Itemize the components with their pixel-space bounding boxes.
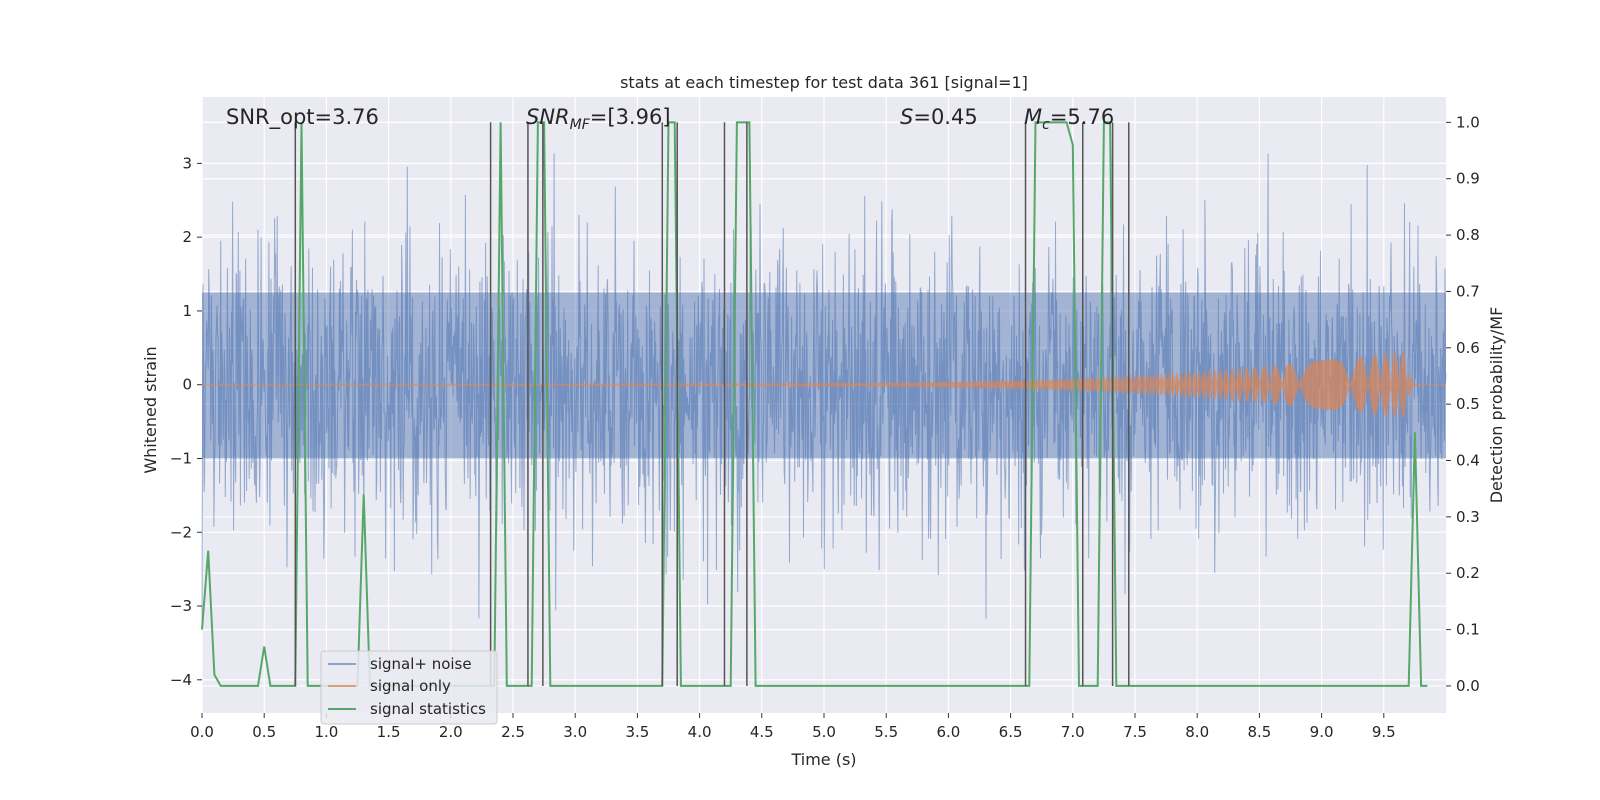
y-tick-label: −4 <box>170 671 192 689</box>
mc-sub: c <box>1042 117 1050 133</box>
x-tick-label: 7.5 <box>1123 723 1147 741</box>
y2-axis-ticks: 1.0 0.9 0.8 0.7 0.6 0.5 0.4 0.3 0.2 0.1 0.0 <box>1446 113 1480 695</box>
y2-tick-label: 0.1 <box>1456 621 1480 639</box>
x-tick-label: 6.0 <box>936 723 960 741</box>
mc-value: =5.76 <box>1050 105 1114 129</box>
y-tick-label: −3 <box>170 597 192 615</box>
y-axis-ticks: 3 2 1 0 −1 −2 −3 −4 <box>170 154 202 689</box>
x-tick-label: 1.0 <box>314 723 338 741</box>
noise-band <box>202 292 1446 459</box>
x-tick-label: 8.0 <box>1185 723 1209 741</box>
y-tick-label: 2 <box>182 228 192 246</box>
s-value: =0.45 <box>913 105 977 129</box>
y2-axis-label: Detection probability/MF <box>1487 307 1506 504</box>
y2-tick-label: 0.9 <box>1456 170 1480 188</box>
annotation-snr-opt: SNR_opt=3.76 <box>226 105 379 130</box>
x-tick-label: 9.0 <box>1310 723 1334 741</box>
signal-only-line <box>201 351 1446 419</box>
x-tick-label: 2.0 <box>439 723 463 741</box>
y2-tick-label: 0.6 <box>1456 339 1480 357</box>
y2-tick-label: 0.3 <box>1456 508 1480 526</box>
x-tick-label: 1.5 <box>377 723 401 741</box>
y2-tick-label: 0.0 <box>1456 677 1480 695</box>
x-tick-label: 3.0 <box>563 723 587 741</box>
snr-mf-value: =[3.96] <box>590 105 671 129</box>
y-tick-label: −2 <box>170 523 192 541</box>
legend-label-noise: signal+ noise <box>370 655 472 673</box>
x-tick-label: 5.5 <box>874 723 898 741</box>
x-tick-label: 5.0 <box>812 723 836 741</box>
signal-statistics-series <box>201 121 1428 687</box>
x-tick-label: 0.5 <box>252 723 276 741</box>
x-axis-label: Time (s) <box>790 750 856 769</box>
x-tick-label: 6.5 <box>999 723 1023 741</box>
vertical-marker-lines <box>294 122 1130 686</box>
x-tick-label: 4.5 <box>750 723 774 741</box>
y-axis-label: Whitened strain <box>141 346 160 473</box>
x-tick-label: 3.5 <box>625 723 649 741</box>
y-tick-label: 3 <box>182 154 192 172</box>
y2-tick-label: 0.2 <box>1456 564 1480 582</box>
mc-main: M <box>1024 105 1042 129</box>
x-tick-label: 8.5 <box>1247 723 1271 741</box>
annotation-s: S=0.45 <box>900 105 978 129</box>
x-tick-label: 7.0 <box>1061 723 1085 741</box>
signal-only-series <box>201 351 1446 419</box>
x-axis-ticks: 0.0 0.5 1.0 1.5 2.0 2.5 3.0 3.5 4.0 4.5 5.0 5.5 6.0 6… <box>190 713 1396 741</box>
y-tick-label: −1 <box>170 449 192 467</box>
y-tick-label: 0 <box>182 376 192 394</box>
legend: signal+ noise signal only signal statist… <box>320 650 498 725</box>
legend-label-stat: signal statistics <box>370 700 486 718</box>
legend-label-signal: signal only <box>370 677 451 695</box>
x-tick-label: 9.5 <box>1372 723 1396 741</box>
legend-box <box>320 650 498 725</box>
y2-tick-label: 0.8 <box>1456 226 1480 244</box>
y2-tick-label: 0.7 <box>1456 282 1480 300</box>
s-main: S <box>900 105 913 129</box>
x-tick-label: 4.0 <box>688 723 712 741</box>
chart-title: stats at each timestep for test data 361… <box>620 73 1028 92</box>
y-tick-label: 1 <box>182 302 192 320</box>
y2-tick-label: 1.0 <box>1456 113 1480 131</box>
signal-statistics-line <box>201 121 1428 687</box>
annotation-snr-mf: SNRMF=[3.96] <box>526 105 671 133</box>
x-tick-label: 2.5 <box>501 723 525 741</box>
annotation-mc: Mc=5.76 <box>1024 105 1114 133</box>
y2-tick-label: 0.5 <box>1456 395 1480 413</box>
y2-tick-label: 0.4 <box>1456 452 1480 470</box>
snr-mf-sub: MF <box>570 117 591 133</box>
x-tick-label: 0.0 <box>190 723 214 741</box>
snr-mf-main: SNR <box>526 105 570 129</box>
